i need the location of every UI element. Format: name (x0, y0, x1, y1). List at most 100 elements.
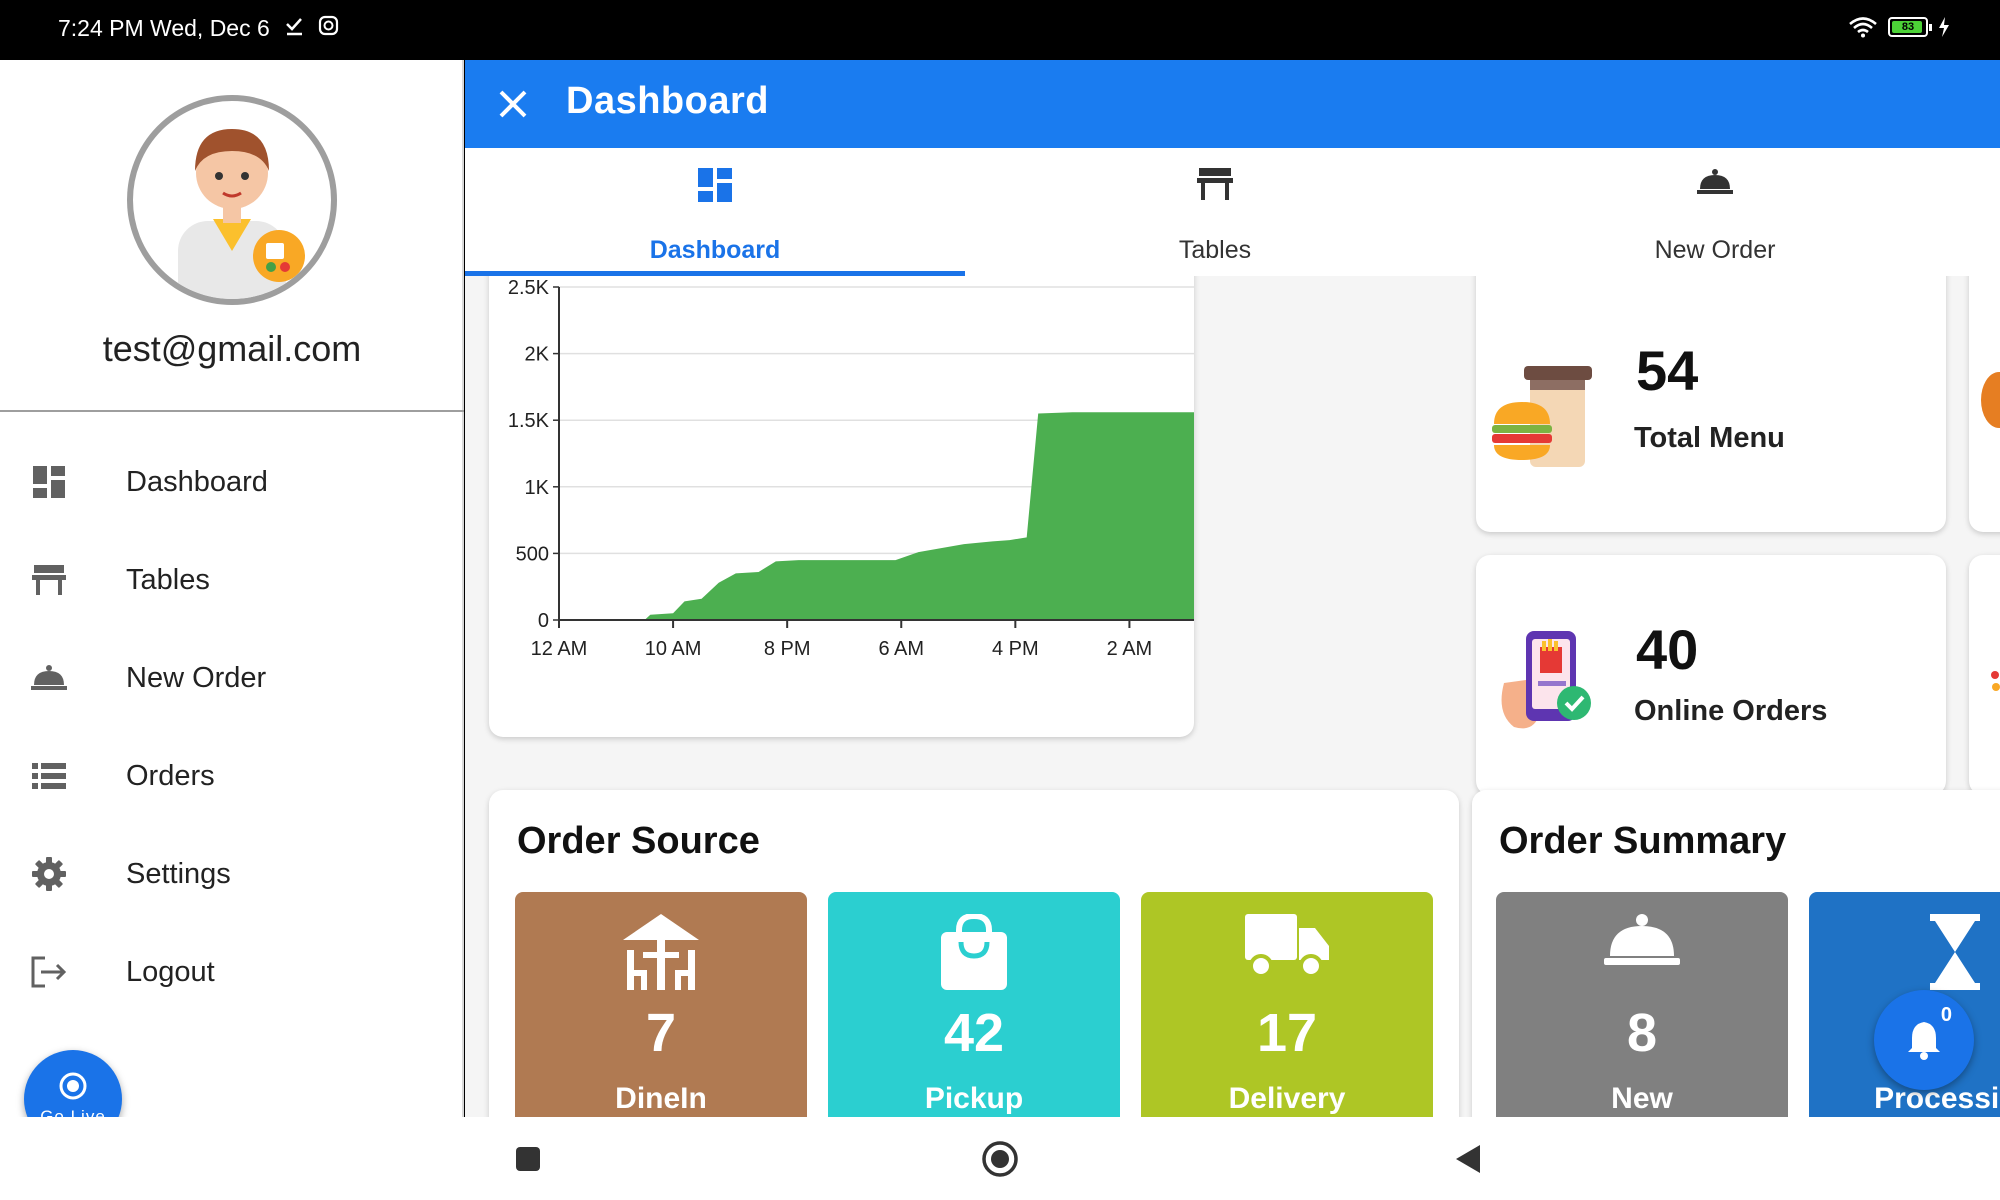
online-orders-value: 40 (1636, 618, 1699, 681)
x-tick-label: 10 AM (645, 638, 702, 660)
gear-icon (30, 855, 68, 893)
processing-label: Processing (1874, 1082, 2000, 1115)
battery-level: 83 (1901, 21, 1915, 33)
pickup-count: 42 (943, 1003, 1005, 1063)
y-tick-label: 1.5K (508, 410, 550, 432)
dine-in-icon (515, 914, 807, 990)
page-title: Dashboard (566, 80, 769, 122)
navigation-drawer: test@gmail.com Dashboard Tables New Orde… (0, 60, 464, 1148)
dinein-count: 7 (645, 1003, 677, 1063)
download-done-icon (286, 15, 339, 36)
drawer-item-label: Settings (126, 857, 231, 890)
system-navigation-bar (0, 1117, 2000, 1200)
total-menu-label: Total Menu (1634, 422, 1785, 454)
dashboard-icon (30, 463, 68, 501)
charging-icon (1939, 17, 1949, 37)
dashboard-icon (465, 168, 965, 202)
y-tick-label: 2.5K (508, 277, 550, 299)
drawer-item-orders[interactable]: Orders (0, 736, 462, 816)
table-icon (30, 561, 68, 599)
x-tick-label: 6 AM (878, 638, 924, 660)
x-tick-label: 8 PM (764, 638, 811, 660)
status-notification-icons (285, 14, 345, 44)
sales-area-series (559, 412, 1194, 620)
tab-bar: Dashboard Tables New Order (465, 148, 2000, 276)
total-menu-value: 54 (1636, 339, 1699, 402)
x-tick-label: 4 PM (992, 638, 1039, 660)
tab-label: Tables (1178, 236, 1252, 264)
avatar (127, 95, 337, 305)
tab-new-order[interactable]: New Order (1465, 148, 1965, 276)
hourglass-icon (1809, 914, 2000, 990)
back-triangle-icon (1456, 1145, 1480, 1173)
partial-food-icon (1981, 372, 2000, 428)
cloche-icon (1465, 168, 1965, 196)
delivery-tile[interactable]: 17 Delivery (1141, 892, 1433, 1117)
drawer-item-logout[interactable]: Logout (0, 932, 462, 1012)
partial-delivery-icon (1991, 671, 2000, 691)
tab-label: New Order (1654, 236, 1776, 264)
user-email: test@gmail.com (102, 328, 362, 369)
truck-icon (1141, 914, 1433, 978)
online-order-phone-icon (1490, 623, 1600, 737)
tab-dashboard[interactable]: Dashboard (465, 148, 965, 276)
notification-count-badge: 0 (1940, 1004, 1952, 1026)
total-menu-card[interactable]: 54 Total Menu (1476, 250, 1946, 532)
y-tick-label: 2K (525, 344, 550, 366)
list-icon (30, 757, 68, 795)
delivery-label: Delivery (1228, 1082, 1346, 1115)
drawer-divider (0, 410, 464, 412)
square-icon (516, 1147, 540, 1171)
dinein-tile[interactable]: 7 DineIn (515, 892, 807, 1117)
dinein-label: DineIn (615, 1082, 707, 1115)
drawer-item-label: Logout (126, 955, 215, 988)
order-source-title: Order Source (517, 820, 760, 862)
new-orders-count: 8 (1626, 1003, 1658, 1063)
pickup-label: Pickup (924, 1082, 1024, 1115)
status-time: 7:24 PM Wed, Dec 6 (58, 15, 270, 41)
online-orders-card[interactable]: 40 Online Orders (1476, 555, 1946, 795)
order-summary-title: Order Summary (1499, 820, 1787, 862)
drawer-item-tables[interactable]: Tables (0, 540, 462, 620)
table-icon (965, 168, 1465, 200)
waiter-avatar-icon (178, 129, 305, 299)
battery-icon: 83 (1888, 17, 1932, 37)
recent-apps-button[interactable] (504, 1135, 552, 1183)
online-orders-label: Online Orders (1634, 695, 1828, 727)
new-orders-tile[interactable]: 8 New (1496, 892, 1788, 1117)
tab-tables[interactable]: Tables (965, 148, 1465, 276)
sales-chart-card: 0 500 1K 1.5K 2K 2.5K 12 AM 10 AM 8 PM 6 AM 4 PM 2 … (489, 240, 1194, 737)
status-system-icons: 83 (1848, 16, 1950, 38)
menu-food-icon (1490, 362, 1600, 476)
cloche-icon (30, 659, 68, 697)
new-orders-label: New (1611, 1082, 1673, 1115)
app-bar: Dashboard (465, 60, 2000, 148)
drawer-item-new-order[interactable]: New Order (0, 638, 462, 718)
cloche-icon (1496, 914, 1788, 970)
y-tick-label: 0 (538, 610, 549, 632)
stat-card-partial-2[interactable] (1969, 555, 2000, 795)
live-record-icon (59, 1072, 87, 1100)
tab-label: Dashboard (649, 236, 781, 264)
y-tick-label: 500 (516, 543, 549, 565)
close-drawer-button[interactable] (487, 78, 539, 130)
drawer-item-label: Dashboard (126, 465, 268, 498)
home-button[interactable] (976, 1135, 1024, 1183)
x-tick-label: 12 AM (531, 638, 588, 660)
pickup-tile[interactable]: 42 Pickup (828, 892, 1120, 1117)
sales-orders-chart: 0 500 1K 1.5K 2K 2.5K 12 AM 10 AM 8 PM 6 AM 4 PM 2 … (508, 240, 1194, 660)
drawer-item-label: Tables (126, 563, 210, 596)
drawer-item-settings[interactable]: Settings (0, 834, 462, 914)
drawer-item-dashboard[interactable]: Dashboard (0, 442, 462, 522)
wifi-icon (1849, 17, 1877, 38)
drawer-item-label: Orders (126, 759, 215, 792)
drawer-item-label: New Order (126, 661, 267, 694)
active-tab-indicator (465, 271, 965, 276)
close-icon (499, 90, 527, 118)
notifications-button[interactable]: 0 (1874, 990, 1974, 1090)
bell-icon (1908, 1022, 1940, 1060)
back-button[interactable] (1444, 1135, 1492, 1183)
y-tick-label: 1K (525, 477, 550, 499)
main-content: 0 500 1K 1.5K 2K 2.5K 12 AM 10 AM 8 PM 6 AM 4 PM 2 … (465, 60, 2000, 1117)
stat-card-partial-1[interactable] (1969, 250, 2000, 532)
